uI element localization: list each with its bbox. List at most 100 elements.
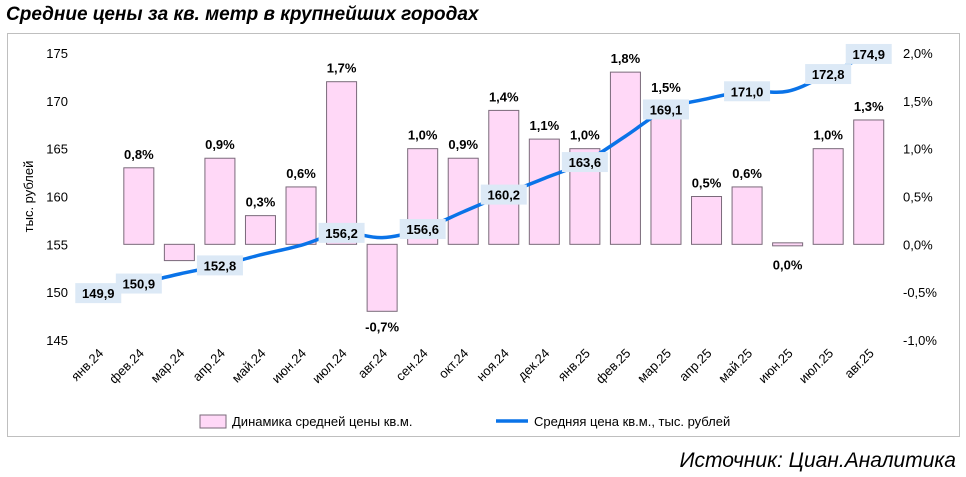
bar [650, 100, 682, 245]
line-data-label: 150,9 [123, 277, 156, 292]
line-label-background [399, 219, 446, 240]
y2-tick-label: 0,0% [903, 237, 933, 252]
x-tick-label: фев.25 [593, 346, 634, 387]
bar [285, 186, 317, 245]
chart-title: Средние цены за кв. метр в крупнейших го… [6, 4, 479, 25]
bar-data-label: 1,1% [530, 118, 560, 133]
line-data-label: 174,9 [852, 47, 885, 62]
x-tick-label: янв.24 [68, 346, 106, 384]
y2-tick-label: 2,0% [903, 46, 933, 61]
line-data-label: 171,0 [731, 84, 764, 99]
y-tick-label: 145 [46, 333, 68, 348]
line-label-background [480, 184, 527, 205]
bar-data-label: 0,8% [124, 147, 154, 162]
x-tick-label: мар.25 [634, 346, 674, 386]
bar-data-label: 0,6% [732, 166, 762, 181]
bar [691, 196, 723, 245]
bar [366, 243, 398, 312]
x-tick-label: апр.25 [676, 346, 715, 385]
line-data-label: 163,6 [569, 155, 602, 170]
line-label-background [845, 43, 892, 64]
line-label-background [724, 81, 771, 102]
bar-data-label: 0,5% [692, 176, 722, 191]
bar [163, 243, 195, 262]
x-tick-label: окт.24 [436, 346, 472, 382]
x-tick-label: авг.24 [355, 346, 391, 382]
line-label-background [561, 152, 608, 173]
data-labels: 0,8% 0,9% 0,3% 0,6% 1,7% -0,7% 1,0% 0,9% 1,4% 1,1… [75, 43, 892, 334]
legend-line-label: Средняя цена кв.м., тыс. рублей [534, 414, 730, 429]
bar [447, 157, 479, 245]
line-label-background [642, 99, 689, 120]
line-label-background [196, 255, 243, 276]
y-tick-label: 160 [46, 190, 68, 205]
line-label-background [318, 222, 365, 243]
line-data-label: 156,2 [325, 226, 358, 241]
x-tick-label: апр.24 [189, 346, 228, 385]
bar [488, 109, 520, 245]
y2-tick-label: -0,5% [903, 285, 937, 300]
bar-data-label: 1,0% [408, 128, 438, 143]
x-tick-label: июн.25 [755, 346, 795, 386]
x-tick-label: фев.24 [106, 346, 147, 387]
x-tick-label: ноя.24 [473, 346, 512, 385]
line-data-label: 156,6 [406, 222, 439, 237]
line-label-background [805, 64, 852, 85]
source-note: Источник: Циан.Аналитика [679, 449, 956, 472]
y-tick-label: 165 [46, 142, 68, 157]
y-axis-title: тыс. рублей [21, 161, 36, 233]
bar-data-label: 0,0% [773, 257, 803, 272]
x-tick-label: май.24 [229, 346, 269, 386]
bar [853, 119, 885, 245]
bar-data-label: 0,6% [286, 166, 316, 181]
line-data-label: 149,9 [82, 286, 115, 301]
bar [244, 215, 276, 245]
x-tick-label: авг.25 [841, 346, 877, 382]
bar-data-label: 1,4% [489, 89, 519, 104]
x-tick-label: дек.24 [515, 346, 553, 384]
x-tick-label: июн.24 [269, 346, 309, 386]
x-tick-label: июл.24 [309, 346, 350, 387]
bar-data-label: 1,0% [570, 128, 600, 143]
bar-data-label: 1,7% [327, 61, 357, 76]
line-data-label: 152,8 [204, 258, 237, 273]
bar-data-label: 1,8% [611, 51, 641, 66]
bar [812, 148, 844, 245]
y-tick-label: 170 [46, 94, 68, 109]
y2-tick-label: 1,0% [903, 142, 933, 157]
bar [123, 167, 155, 245]
x-tick-label: сен.24 [393, 346, 431, 384]
y2-tick-label: 0,5% [903, 190, 933, 205]
legend-bar-swatch [199, 414, 227, 429]
x-tick-label: мар.24 [148, 346, 188, 386]
x-tick-label: июл.25 [796, 346, 837, 387]
legend-bar-label: Динамика средней цены кв.м. [232, 414, 412, 429]
line-data-label: 172,8 [812, 67, 845, 82]
bar [326, 81, 358, 245]
line-label-background [75, 283, 122, 304]
line-data-label: 169,1 [650, 102, 683, 117]
bar [731, 186, 763, 245]
chart-frame [7, 33, 960, 437]
bar [609, 71, 641, 245]
bar-data-label: 0,3% [246, 195, 276, 210]
x-tick-label: янв.25 [555, 346, 593, 384]
bar-data-label: 1,5% [651, 80, 681, 95]
legend: Динамика средней цены кв.м. Средняя цена … [199, 414, 730, 429]
axes: 145 150 155 160 165 170 175 -1,0% -0,5% 0,0% 0,5% 1… [21, 46, 937, 386]
x-tick-label: май.25 [715, 346, 755, 386]
bar-data-label: 1,3% [854, 99, 884, 114]
bar-data-label: 0,9% [448, 137, 478, 152]
bar [772, 242, 804, 247]
bar [528, 138, 560, 245]
y2-tick-label: 1,5% [903, 94, 933, 109]
y-tick-label: 150 [46, 285, 68, 300]
bar-data-label: -0,7% [365, 319, 399, 334]
line-data-label: 160,2 [488, 188, 521, 203]
bar-data-label: 1,0% [813, 128, 843, 143]
y-tick-label: 155 [46, 237, 68, 252]
y-tick-label: 175 [46, 46, 68, 61]
bar-data-label: 0,9% [205, 137, 235, 152]
bar [204, 157, 236, 245]
